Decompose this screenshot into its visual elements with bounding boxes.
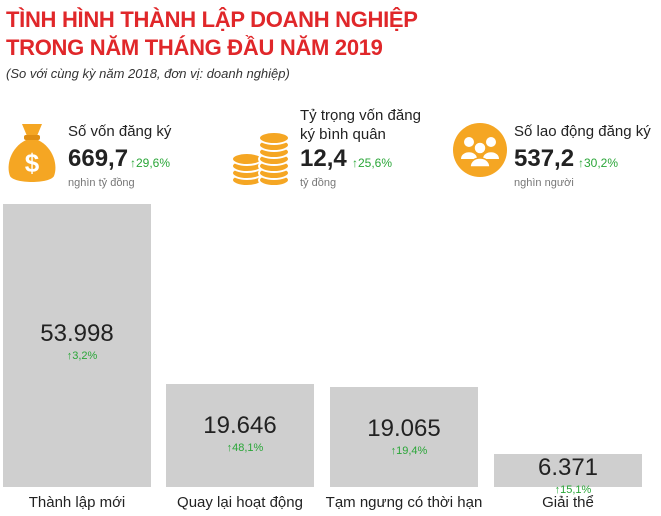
bar-change-label: ↑15,1% [554,484,592,496]
arrow-up-icon: ↑ [352,156,358,170]
stat-label: Số vốn đăng ký [68,123,172,140]
people-icon [453,123,507,177]
stat-label-line-2: ký bình quân [300,126,386,143]
stat-unit: tỷ đồng [300,177,337,189]
stat-change: ↑25,6% [352,156,393,170]
stat-value: 669,7 [68,145,129,172]
stat-registered-capital: $ Số vốn đăng ký 669,7 ↑29,6% nghìn tỷ đ… [4,112,214,200]
title-line-2: TRONG NĂM THÁNG ĐẦU NĂM 2019 [6,35,383,60]
bar-value-label: 6.371 [537,454,599,481]
stat-unit: nghìn tỷ đồng [68,177,135,189]
stat-value: 537,2 [514,145,575,172]
coin-stack-icon [231,131,290,187]
stat-change: ↑29,6% [130,156,171,170]
bar-1 [3,204,151,487]
stat-label: Số lao động đăng ký [514,123,651,140]
bar-value-label: 53.998 [40,320,114,347]
bar-change-label: ↑48,1% [226,442,264,454]
bar-value-label: 19.065 [367,415,441,442]
money-bag-icon: $ [8,124,56,182]
bar-change-label: ↑3,2% [66,350,98,362]
stat-value: 12,4 [300,145,347,172]
stat-change: ↑30,2% [578,156,619,170]
arrow-up-icon: ↑ [130,156,136,170]
subtitle: (So với cùng kỳ năm 2018, đơn vị: doanh … [6,66,290,81]
stat-average-capital: Tỷ trọng vốn đăng ký bình quân 12,4 ↑25,… [230,107,430,200]
svg-text:$: $ [25,148,40,178]
category-label: Quay lại hoạt động [177,494,303,511]
bar-3 [330,387,478,487]
category-label: Thành lập mới [28,494,126,511]
arrow-up-icon: ↑ [578,156,584,170]
page-title: TÌNH HÌNH THÀNH LẬP DOANH NGHIỆP TRONG N… [6,6,418,62]
bar-2 [166,384,314,487]
stat-registered-labor: Số lao động đăng ký 537,2 ↑30,2% nghìn n… [452,112,657,200]
bar-4 [494,454,642,487]
bar-change-label: ↑19,4% [390,445,428,457]
bar-value-label: 19.646 [203,412,277,439]
category-label: Tạm ngưng có thời hạn [325,494,483,511]
category-label: Giải thể [542,494,594,511]
stat-unit: nghìn người [514,177,574,189]
title-line-1: TÌNH HÌNH THÀNH LẬP DOANH NGHIỆP [6,7,418,32]
stat-label-line-1: Tỷ trọng vốn đăng [300,107,421,124]
